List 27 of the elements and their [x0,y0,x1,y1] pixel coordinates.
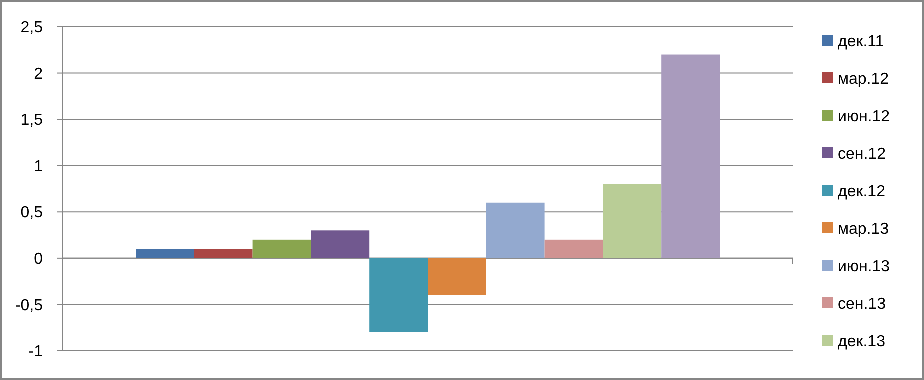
bar [194,249,253,258]
y-tick-label: -0,5 [15,297,44,314]
bar [428,258,486,296]
legend-label: мар.13 [838,221,890,238]
y-tick-label: -1 [28,344,44,361]
bar [603,184,662,258]
bar [662,54,720,258]
bar [544,240,604,258]
legend-label: дек.12 [838,184,886,201]
y-tick-label: 0,5 [20,204,44,222]
legend-label: мар.12 [838,71,890,88]
bar [252,240,312,258]
legend-label: июн.13 [838,258,890,276]
y-tick-label: 0 [34,251,44,268]
legend-label: сен.13 [838,296,886,314]
bar [370,258,428,332]
legend-label: июн.12 [838,108,890,126]
bar [136,249,194,258]
legend-label: дек.11 [838,34,884,51]
legend-label: дек.13 [838,334,886,351]
y-tick-label: 1 [34,158,44,176]
y-tick-label: 1,5 [20,112,44,130]
bar [486,202,545,258]
y-tick-label: 2,5 [20,20,44,37]
bar [311,230,370,258]
y-tick-label: 2 [34,66,44,83]
legend-label: сен.12 [838,146,886,164]
